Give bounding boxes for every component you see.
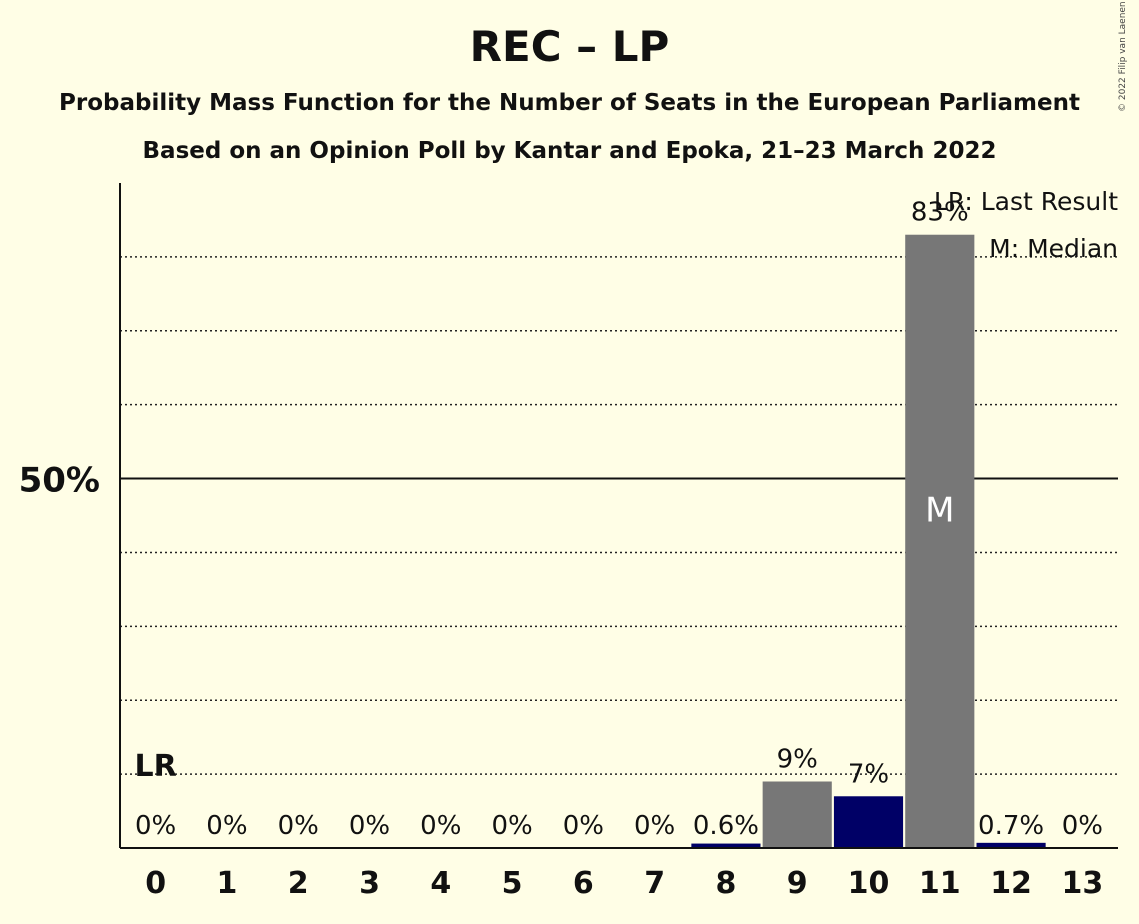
x-tick-label: 8 [715, 866, 736, 901]
bar [905, 234, 975, 848]
data-label: 0% [1062, 811, 1103, 841]
legend-entry: LR: Last Result [934, 187, 1118, 216]
chart-subtitle-source: Based on an Opinion Poll by Kantar and E… [142, 138, 997, 164]
x-tick-label: 10 [848, 866, 890, 901]
chart-title: REC – LP [469, 22, 670, 71]
data-label: 0% [135, 811, 176, 841]
x-tick-label: 1 [216, 866, 237, 901]
data-label: 0% [634, 811, 675, 841]
data-label: 7% [848, 759, 889, 789]
x-tick-label: 4 [430, 866, 451, 901]
x-tick-label: 6 [573, 866, 594, 901]
x-tick-label: 9 [787, 866, 808, 901]
data-label: 0% [349, 811, 390, 841]
x-tick-label: 0 [145, 866, 166, 901]
x-tick-label: 12 [990, 866, 1032, 901]
x-tick-label: 5 [502, 866, 523, 901]
bar [976, 842, 1046, 848]
y-tick-label: 50% [19, 461, 100, 501]
x-tick-label: 7 [644, 866, 665, 901]
data-label: 0% [491, 811, 532, 841]
data-label: 9% [777, 745, 818, 775]
data-label: 0% [278, 811, 319, 841]
x-tick-label: 11 [919, 866, 961, 901]
legend-entry: M: Median [989, 234, 1118, 263]
median-marker: M [925, 490, 954, 530]
data-label: 0% [420, 811, 461, 841]
data-label: 0% [206, 811, 247, 841]
data-label: 0.6% [693, 811, 759, 841]
bar [833, 796, 904, 848]
bar [691, 843, 761, 848]
data-label: 0% [563, 811, 604, 841]
bar [762, 781, 832, 848]
x-tick-label: 13 [1061, 866, 1103, 901]
data-label: 0.7% [978, 811, 1044, 841]
x-tick-label: 2 [288, 866, 309, 901]
chart-subtitle: Probability Mass Function for the Number… [59, 90, 1080, 116]
x-tick-label: 3 [359, 866, 380, 901]
data-label: 83% [911, 198, 969, 228]
last-result-marker: LR [135, 749, 177, 784]
